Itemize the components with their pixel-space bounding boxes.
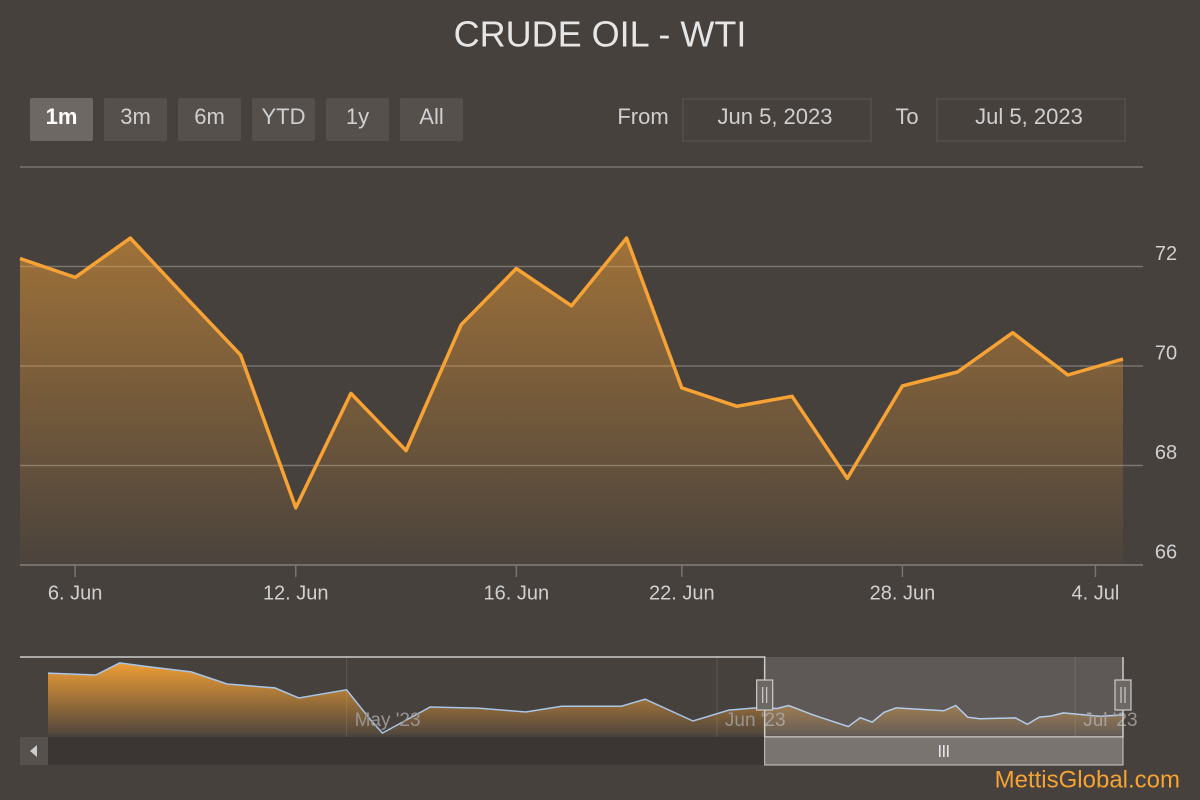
range-button-label[interactable]: 1m (46, 104, 78, 129)
line (19, 236, 1124, 510)
x-tick-label: 22. Jun (649, 582, 715, 604)
range-button-label[interactable]: 3m (120, 104, 151, 129)
y-tick-label: 68 (1155, 442, 1177, 464)
scrollbar-left-arrow (30, 745, 37, 757)
x-tick-label: 4. Jul (1072, 582, 1120, 604)
watermark: MettisGlobal.com (995, 766, 1180, 793)
x-tick-label: 16. Jun (484, 582, 550, 604)
range-button[interactable] (104, 98, 167, 141)
chart-title: CRUDE OIL - WTI (454, 14, 747, 55)
to-input[interactable] (936, 98, 1126, 142)
to-value[interactable]: Jul 5, 2023 (975, 104, 1083, 129)
range-button-label[interactable]: 1y (346, 104, 369, 129)
navigator-tick-label: Jul '23 (1083, 710, 1137, 731)
range-button-label[interactable]: YTD (262, 104, 306, 129)
range-button[interactable] (252, 98, 315, 141)
navigator-handle-grip (1120, 687, 1126, 703)
x-tick-label: 12. Jun (263, 582, 329, 604)
y-tick-label: 72 (1155, 243, 1177, 265)
navigator-tick-label: Jun '23 (725, 710, 786, 731)
range-button[interactable] (30, 98, 93, 141)
range-button-label[interactable]: All (419, 104, 443, 129)
range-button[interactable] (178, 98, 241, 141)
from-value[interactable]: Jun 5, 2023 (718, 104, 833, 129)
scrollbar-grip (939, 745, 949, 757)
navigator-handle-grip (762, 687, 768, 703)
y-tick-label: 70 (1155, 342, 1177, 364)
navigator-tick-label: May '23 (355, 710, 421, 731)
range-button[interactable] (326, 98, 389, 141)
navigator-area (48, 662, 1123, 735)
navigator-handle[interactable] (1114, 679, 1132, 711)
y-tick-label: 66 (1155, 541, 1177, 563)
from-input[interactable] (682, 98, 872, 142)
from-label: From (617, 104, 668, 129)
range-button[interactable] (400, 98, 463, 141)
to-label: To (895, 104, 918, 129)
range-button-label[interactable]: 6m (194, 104, 225, 129)
navigator-selection (764, 657, 1123, 737)
x-tick-label: 6. Jun (48, 582, 102, 604)
navigator-handle[interactable] (756, 679, 774, 711)
area (20, 238, 1123, 565)
x-tick-label: 28. Jun (870, 582, 936, 604)
